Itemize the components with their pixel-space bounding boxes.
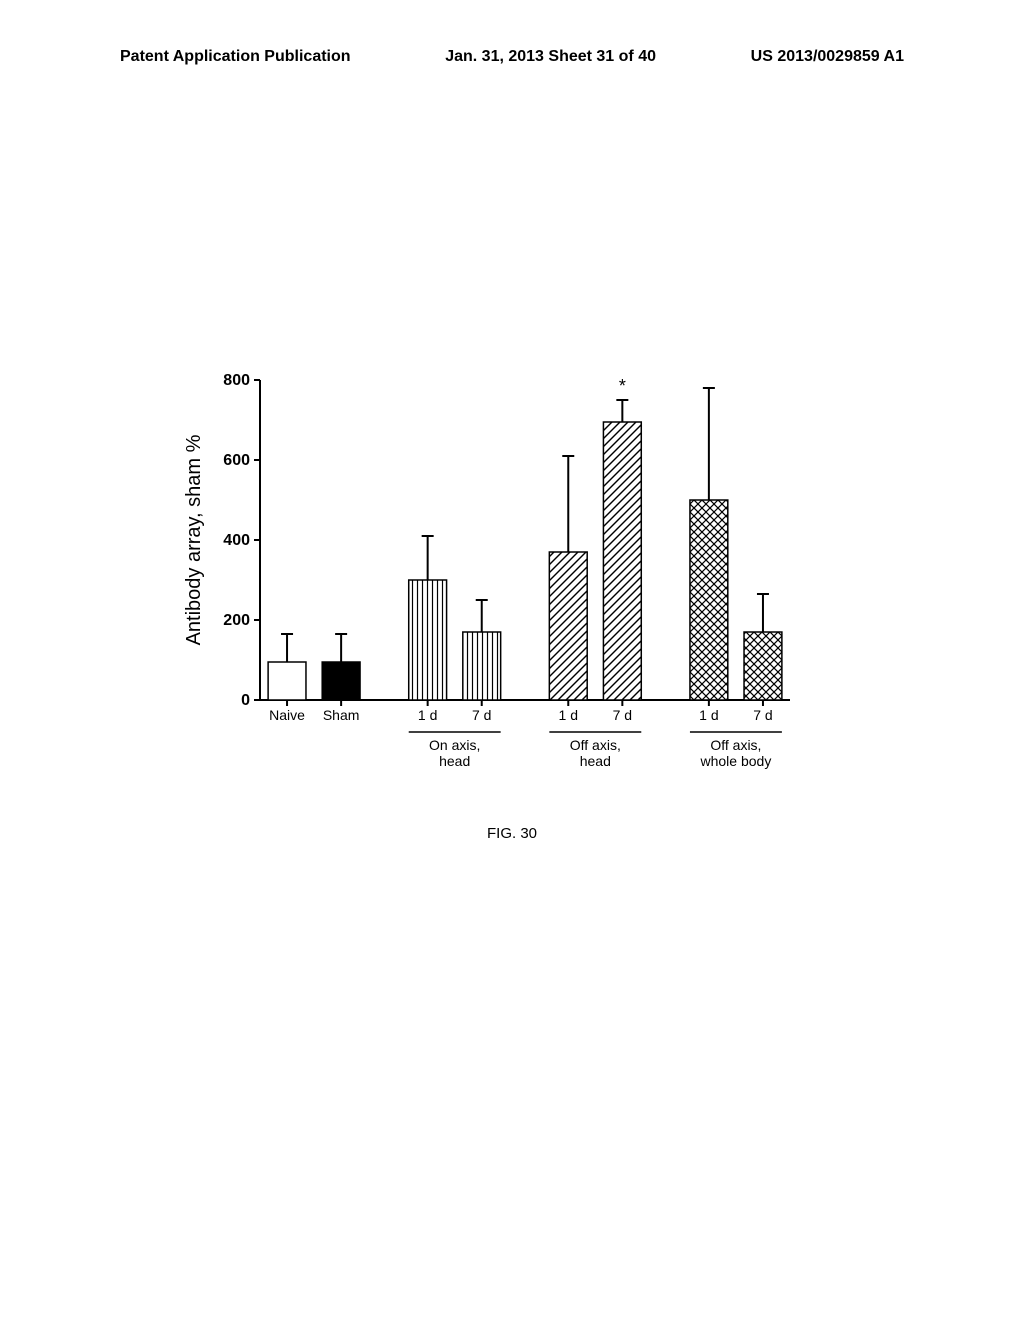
svg-text:400: 400 [223,532,250,549]
svg-text:Off axis,: Off axis, [710,737,761,753]
bar-chart: 0 200 400 600 800 Antibody array, sham % Naive… [170,360,810,800]
svg-text:7 d: 7 d [613,707,632,723]
svg-text:7 d: 7 d [472,707,491,723]
svg-text:head: head [439,753,470,769]
svg-text:0: 0 [241,692,250,709]
bar [549,552,587,700]
bar [463,632,501,700]
bar [603,422,641,700]
y-axis-label: Antibody array, sham % [183,434,205,645]
bar [322,662,360,700]
svg-text:head: head [580,753,611,769]
svg-text:200: 200 [223,612,250,629]
bar [744,632,782,700]
svg-text:1 d: 1 d [418,707,437,723]
figure-caption: FIG. 30 [0,825,1024,842]
bar [690,500,728,700]
svg-text:800: 800 [223,372,250,389]
svg-text:*: * [619,376,626,396]
svg-text:1 d: 1 d [699,707,718,723]
bar [268,662,306,700]
header-right: US 2013/0029859 A1 [751,48,904,66]
svg-text:Sham: Sham [323,707,360,723]
chart-svg: 0 200 400 600 800 Antibody array, sham % Naive… [170,360,810,800]
bar [409,580,447,700]
svg-text:600: 600 [223,452,250,469]
svg-text:Naive: Naive [269,707,305,723]
svg-text:On axis,: On axis, [429,737,480,753]
svg-text:whole body: whole body [700,753,772,769]
header-left: Patent Application Publication [120,48,351,66]
page: Patent Application Publication Jan. 31, … [0,0,1024,1320]
svg-text:1 d: 1 d [559,707,578,723]
svg-text:Off axis,: Off axis, [570,737,621,753]
svg-text:7 d: 7 d [753,707,772,723]
header-center: Jan. 31, 2013 Sheet 31 of 40 [445,48,656,66]
page-header: Patent Application Publication Jan. 31, … [0,48,1024,66]
